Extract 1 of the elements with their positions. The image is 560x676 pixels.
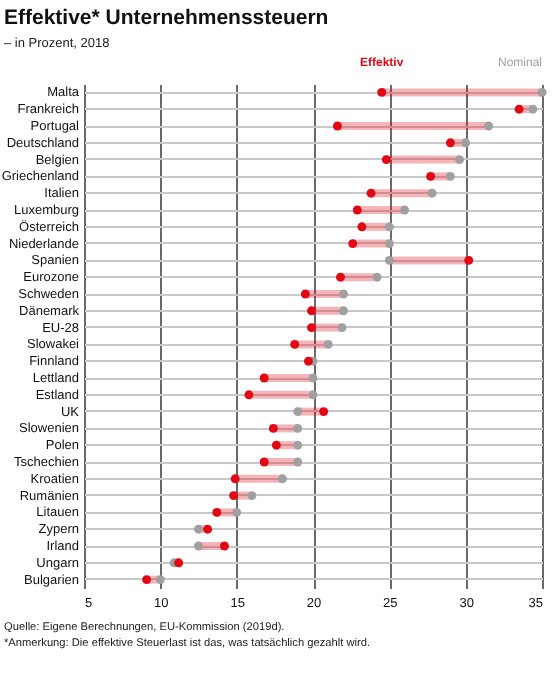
chart-title: Effektive* Unternehmenssteuern bbox=[4, 6, 329, 30]
